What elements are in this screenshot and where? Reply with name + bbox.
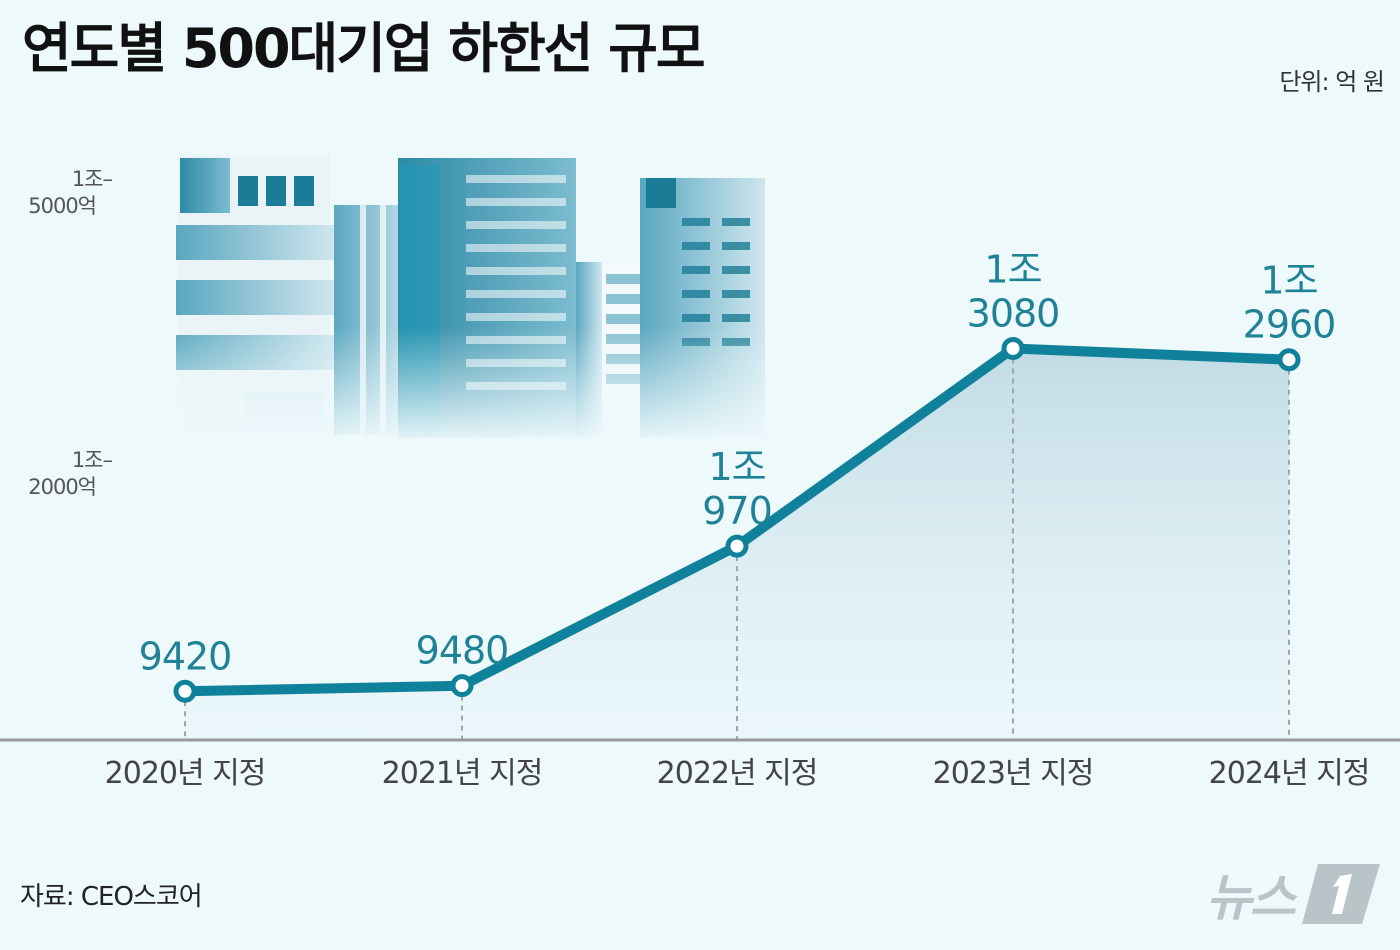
data-label-1-line-0: 9480 xyxy=(416,629,509,673)
data-label-4-line-1: 2960 xyxy=(1243,303,1336,347)
data-label-3-line-0: 1조 xyxy=(984,247,1041,291)
chart-title: 연도별 500대기업 하한선 규모 xyxy=(22,17,706,80)
y-tick-label-15000-line2: 5000억 xyxy=(28,194,96,218)
drop-lines xyxy=(184,348,1290,740)
data-point-3 xyxy=(1001,336,1025,360)
data-label-2-line-1: 970 xyxy=(702,489,772,533)
data-label-2-line-0: 1조 xyxy=(708,445,765,489)
data-point-1 xyxy=(450,674,474,698)
x-tick-label-2: 2022년 지정 xyxy=(657,756,818,791)
data-label-0-line-0: 9420 xyxy=(139,634,232,678)
y-tick-label-12000-line2: 2000억 xyxy=(28,475,96,499)
logo-one-icon xyxy=(1302,864,1380,924)
x-tick-label-3: 2023년 지정 xyxy=(933,756,1094,791)
y-axis: 1조– 5000억 1조– 2000억 xyxy=(28,167,113,499)
data-label-3-line-1: 3080 xyxy=(967,291,1060,335)
x-tick-label-1: 2021년 지정 xyxy=(382,756,543,791)
x-axis-labels: 2020년 지정 2021년 지정 2022년 지정 2023년 지정 2024년 지정 xyxy=(105,756,1371,791)
data-point-4 xyxy=(1277,348,1301,372)
logo-text: 뉴스 xyxy=(1206,869,1296,927)
data-markers xyxy=(173,336,1301,703)
y-tick-label-15000-line1: 1조– xyxy=(72,167,113,191)
data-point-0 xyxy=(173,679,197,703)
data-label-4-line-0: 1조 xyxy=(1260,259,1317,303)
y-tick-label-12000-line1: 1조– xyxy=(72,448,113,472)
x-tick-label-0: 2020년 지정 xyxy=(105,756,266,791)
unit-label: 단위: 억 원 xyxy=(1279,68,1385,96)
data-point-2 xyxy=(725,534,749,558)
source-note: 자료: CEO스코어 xyxy=(20,882,203,912)
news1-logo: 뉴스 xyxy=(1206,858,1384,930)
buildings-illustration xyxy=(170,150,780,445)
x-tick-label-4: 2024년 지정 xyxy=(1209,756,1370,791)
